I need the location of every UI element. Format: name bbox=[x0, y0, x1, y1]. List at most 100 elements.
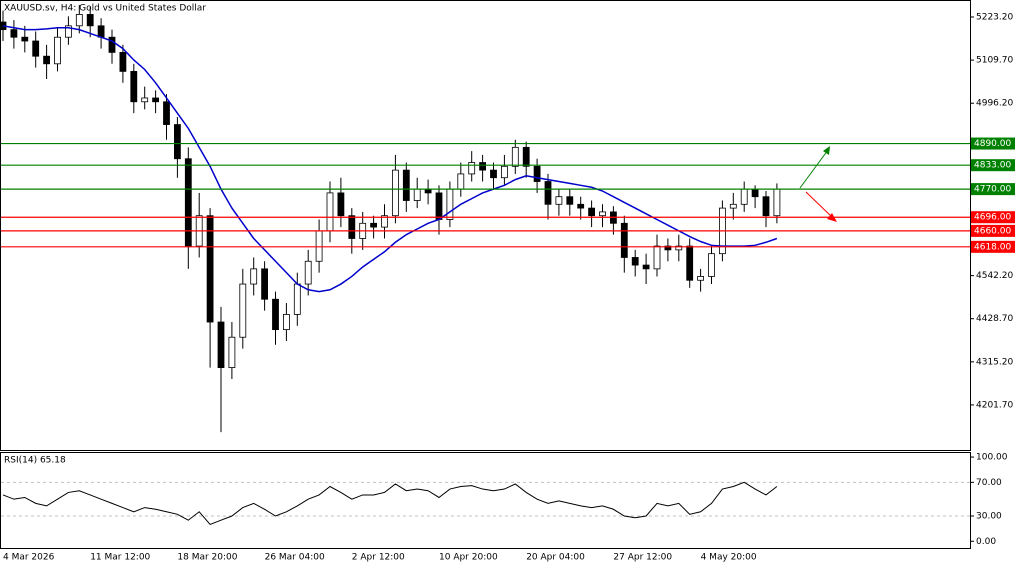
y-tick-label: 100.00 bbox=[976, 453, 1008, 463]
candle-body bbox=[337, 192, 345, 217]
y-tick-label: 0.00 bbox=[976, 537, 996, 547]
candle-body bbox=[43, 55, 50, 65]
candle-body bbox=[272, 298, 279, 331]
level-label: 4618.00 bbox=[974, 242, 1011, 252]
candle-body bbox=[708, 253, 715, 277]
candle-body bbox=[533, 165, 541, 182]
rsi-pane bbox=[0, 452, 971, 549]
candle-body bbox=[304, 260, 312, 285]
candle-body bbox=[599, 211, 606, 217]
candle-body bbox=[686, 245, 694, 281]
candle-body bbox=[381, 215, 388, 228]
candle-body bbox=[522, 146, 530, 167]
candle-body bbox=[206, 215, 214, 323]
candle-body bbox=[152, 97, 160, 103]
candle-body bbox=[97, 25, 105, 38]
candle-body bbox=[10, 29, 18, 38]
candle-body bbox=[65, 25, 72, 38]
candle-body bbox=[173, 124, 181, 160]
y-tick-label: 5223.20 bbox=[976, 13, 1013, 23]
y-tick-label: 4428.70 bbox=[976, 314, 1013, 324]
candle-body bbox=[75, 14, 83, 27]
candle-body bbox=[32, 40, 40, 57]
candle-body bbox=[577, 203, 585, 209]
y-tick-label: 4542.20 bbox=[976, 271, 1013, 281]
candle-body bbox=[751, 188, 759, 198]
candle-body bbox=[108, 36, 116, 53]
candle-body bbox=[620, 222, 628, 258]
candle-body bbox=[773, 188, 781, 217]
level-label-box bbox=[971, 159, 1015, 172]
candle-body bbox=[217, 321, 225, 368]
candle-body bbox=[282, 314, 290, 331]
rsi-line bbox=[2, 481, 778, 526]
candle-body bbox=[446, 188, 454, 220]
candle-body bbox=[370, 222, 378, 228]
candle-body bbox=[653, 245, 661, 270]
candle-body bbox=[21, 36, 29, 42]
level-label-box bbox=[971, 137, 1015, 150]
y-tick-label: 30.00 bbox=[976, 512, 1002, 522]
chart-title: XAUUSD.sv, H4: Gold vs United States Dol… bbox=[4, 4, 206, 14]
candle-body bbox=[479, 162, 487, 171]
candle-body bbox=[163, 101, 170, 125]
x-tick-label: 27 Apr 12:00 bbox=[613, 553, 672, 563]
candle-body bbox=[631, 257, 639, 266]
level-label: 4890.00 bbox=[974, 139, 1011, 149]
candle-body bbox=[762, 196, 770, 217]
candle-body bbox=[642, 264, 650, 270]
x-tick-label: 4 Mar 2026 bbox=[3, 553, 55, 563]
candle-body bbox=[544, 181, 552, 205]
level-label: 4770.00 bbox=[974, 185, 1011, 195]
x-tick-label: 2 Apr 12:00 bbox=[352, 553, 405, 563]
candle-body bbox=[402, 169, 410, 201]
x-tick-label: 10 Apr 20:00 bbox=[439, 553, 498, 563]
level-label-box bbox=[971, 183, 1015, 196]
x-tick-label: 4 May 20:00 bbox=[701, 553, 757, 563]
y-tick-label: 4315.20 bbox=[976, 357, 1013, 367]
candle-body bbox=[413, 188, 421, 201]
candle-body bbox=[435, 192, 443, 220]
candle-body bbox=[664, 245, 672, 251]
rsi-title: RSI(14) 65.18 bbox=[4, 456, 66, 466]
candle-body bbox=[468, 162, 476, 175]
level-label-box bbox=[971, 211, 1015, 224]
level-label: 4833.00 bbox=[974, 161, 1011, 171]
candle-body bbox=[86, 14, 94, 27]
y-tick-label: 4201.70 bbox=[976, 400, 1013, 410]
price-pane bbox=[0, 0, 971, 451]
candle-body bbox=[490, 169, 497, 179]
y-tick-label: 70.00 bbox=[976, 478, 1002, 488]
candle-body bbox=[675, 245, 683, 251]
up-arrow bbox=[799, 149, 829, 189]
level-label: 4660.00 bbox=[974, 226, 1011, 236]
candle-body bbox=[348, 215, 356, 239]
candle-body bbox=[261, 268, 269, 300]
candle-body bbox=[500, 165, 508, 179]
candle-body bbox=[130, 70, 138, 103]
candle-body bbox=[511, 146, 519, 167]
candle-body bbox=[184, 158, 192, 247]
candle-body bbox=[740, 188, 748, 205]
candle-body bbox=[293, 283, 301, 315]
x-tick-label: 26 Mar 04:00 bbox=[265, 553, 325, 563]
candle-body bbox=[697, 276, 704, 281]
level-label-box bbox=[971, 240, 1015, 253]
candle-body bbox=[228, 336, 236, 368]
candle-body bbox=[729, 203, 737, 209]
candle-body bbox=[391, 169, 399, 217]
candle-body bbox=[566, 196, 574, 205]
down-arrow bbox=[805, 191, 834, 219]
moving-average bbox=[2, 25, 778, 293]
candle-body bbox=[239, 283, 247, 338]
level-label: 4696.00 bbox=[974, 213, 1011, 223]
candle-body bbox=[54, 36, 61, 65]
x-tick-label: 20 Apr 04:00 bbox=[526, 553, 585, 563]
y-tick-label: 5109.70 bbox=[976, 56, 1013, 66]
up-arrow-head bbox=[823, 146, 830, 155]
x-tick-label: 18 Mar 20:00 bbox=[177, 553, 237, 563]
candle-body bbox=[326, 192, 334, 232]
x-tick-label: 11 Mar 12:00 bbox=[90, 553, 150, 563]
candle-body bbox=[250, 268, 258, 285]
